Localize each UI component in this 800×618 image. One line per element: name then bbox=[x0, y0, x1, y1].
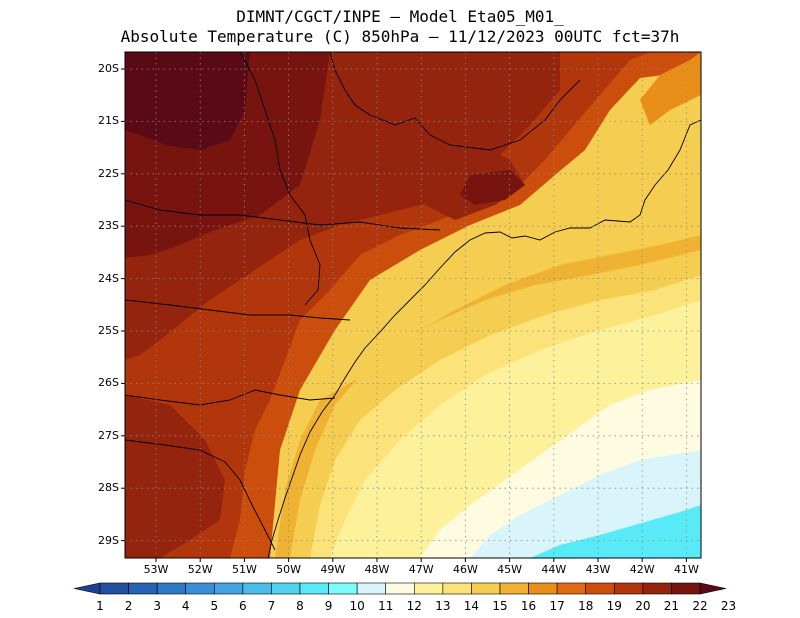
colorbar-label: 7 bbox=[267, 599, 276, 613]
coastline-borders bbox=[125, 52, 701, 558]
colorbar-label: 21 bbox=[663, 599, 680, 613]
map-frame bbox=[124, 51, 702, 559]
colorbar-swatch bbox=[385, 582, 415, 595]
lon-label: 43W bbox=[585, 563, 611, 576]
colorbar-swatch bbox=[356, 582, 387, 595]
zone-23 bbox=[125, 52, 250, 150]
colorbar-swatch bbox=[613, 582, 644, 595]
state-border-2 bbox=[239, 52, 321, 306]
country-border bbox=[125, 439, 276, 551]
colorbar-label: 22 bbox=[692, 599, 708, 613]
lon-label: 45W bbox=[497, 563, 523, 576]
zone-17-ne bbox=[640, 52, 701, 125]
state-border-4 bbox=[125, 299, 351, 321]
colorbar-label: 1 bbox=[96, 599, 104, 613]
colorbar-label: 12 bbox=[406, 599, 422, 613]
colorbar-label: 15 bbox=[492, 599, 508, 613]
colorbar-arrow-low bbox=[73, 582, 101, 595]
colorbar-label: 19 bbox=[606, 599, 622, 613]
colorbar-label: 9 bbox=[324, 599, 333, 613]
colorbar-swatch bbox=[642, 582, 672, 595]
colorbar-swatch bbox=[471, 582, 501, 595]
lon-label: 41W bbox=[673, 563, 699, 576]
lon-label: 44W bbox=[541, 563, 567, 576]
lat-label: 22S bbox=[98, 166, 119, 180]
colorbar-swatch bbox=[299, 582, 329, 595]
colorbar-label: 23 bbox=[720, 599, 737, 613]
colorbar-swatch bbox=[213, 582, 244, 595]
colorbar-swatch bbox=[128, 582, 158, 595]
lon-label: 48W bbox=[364, 563, 390, 576]
state-border-5 bbox=[125, 389, 336, 406]
lon-label: 46W bbox=[452, 563, 478, 576]
colorbar-label: 17 bbox=[549, 599, 565, 613]
map-title-line1: DIMNT/CGCT/INPE – Model Eta05_M01_ bbox=[236, 7, 564, 26]
colorbar-swatch bbox=[328, 582, 358, 595]
lat-label: 26S bbox=[98, 376, 119, 390]
map-title-line2: Absolute Temperature (C) 850hPa – 11/12/… bbox=[120, 27, 680, 46]
colorbar-label: 5 bbox=[210, 599, 219, 613]
colorbar-swatch bbox=[442, 582, 472, 595]
graticule bbox=[125, 52, 701, 558]
colorbar-label: 13 bbox=[435, 599, 451, 613]
colorbar-label: 11 bbox=[378, 599, 394, 613]
lon-label: 49W bbox=[320, 563, 346, 576]
lat-label: 23S bbox=[98, 219, 119, 233]
lat-label: 25S bbox=[98, 324, 119, 337]
colorbar-swatch bbox=[99, 582, 129, 595]
colorbar-swatch bbox=[671, 582, 701, 595]
lat-label: 24S bbox=[98, 271, 119, 285]
temperature-field bbox=[125, 52, 701, 558]
lat-label: 28S bbox=[98, 481, 119, 495]
lon-label: 52W bbox=[187, 563, 213, 576]
colorbar-label: 18 bbox=[578, 599, 594, 613]
colorbar-swatch bbox=[271, 582, 301, 595]
lon-label: 42W bbox=[629, 563, 655, 576]
lat-label: 27S bbox=[98, 428, 119, 442]
colorbar-swatch bbox=[156, 582, 187, 595]
zone-10 bbox=[530, 505, 701, 558]
coastline bbox=[267, 119, 701, 558]
colorbar-label: 2 bbox=[124, 599, 133, 613]
lat-label: 21S bbox=[98, 114, 119, 128]
colorbar-label: 8 bbox=[296, 599, 304, 613]
colorbar bbox=[73, 582, 727, 595]
colorbar-swatch bbox=[185, 582, 215, 595]
colorbar-label: 10 bbox=[349, 599, 365, 613]
colorbar-label: 4 bbox=[181, 599, 190, 613]
colorbar-label: 6 bbox=[239, 599, 247, 613]
colorbar-label: 3 bbox=[153, 599, 161, 613]
colorbar-label: 20 bbox=[635, 599, 651, 613]
lon-label: 51W bbox=[231, 563, 257, 576]
lon-label: 47W bbox=[408, 563, 434, 576]
zone-21-south bbox=[125, 395, 225, 558]
colorbar-label: 16 bbox=[520, 599, 537, 613]
state-border-3 bbox=[125, 199, 441, 231]
state-border-1 bbox=[329, 52, 581, 151]
colorbar-swatch bbox=[528, 582, 558, 595]
lon-label: 53W bbox=[143, 563, 169, 576]
lon-label: 50W bbox=[276, 563, 302, 576]
colorbar-swatch bbox=[413, 582, 444, 595]
zone-22-coast bbox=[460, 170, 525, 205]
lat-label: 29S bbox=[98, 533, 119, 547]
colorbar-label: 14 bbox=[463, 599, 480, 613]
colorbar-swatch bbox=[242, 582, 272, 595]
axis-ticks bbox=[121, 68, 687, 562]
colorbar-swatch bbox=[499, 582, 529, 595]
colorbar-swatch bbox=[556, 582, 587, 595]
lat-label: 20S bbox=[98, 62, 119, 75]
colorbar-arrow-high bbox=[699, 582, 727, 595]
colorbar-swatch bbox=[585, 582, 615, 595]
